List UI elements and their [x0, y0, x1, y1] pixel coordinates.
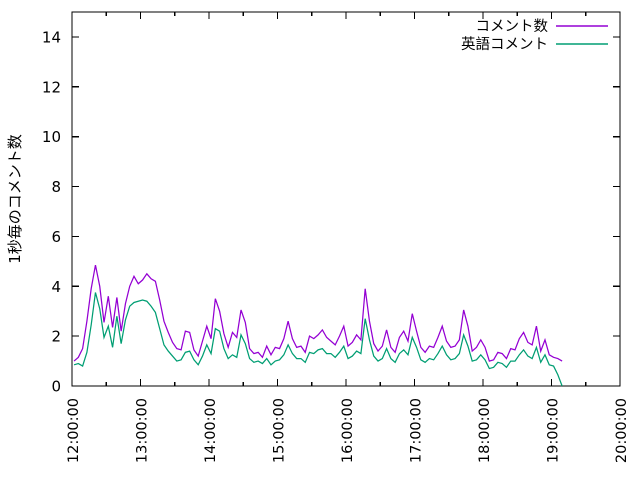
x-tick-label: 19:00:00	[546, 398, 562, 463]
legend-label-comment-count[interactable]: コメント数	[476, 18, 549, 35]
x-tick-label: 17:00:00	[409, 398, 425, 463]
y-tick-label: 0	[51, 378, 61, 396]
y-tick-label: 4	[51, 278, 61, 296]
legend-label-english-comment[interactable]: 英語コメント	[461, 35, 548, 53]
x-axis: 12:00:00 13:00:00 14:00:00 15:00:00 16:00:00…	[66, 12, 630, 463]
x-tick-label: 16:00:00	[340, 398, 356, 463]
y-tick-label: 10	[42, 128, 61, 146]
x-tick-label: 13:00:00	[135, 398, 151, 463]
y-tick-label: 12	[42, 78, 61, 96]
x-tick-label: 14:00:00	[203, 398, 219, 463]
y-axis: 0 2 4 6 8 10 12 14	[42, 28, 620, 396]
y-tick-label: 14	[42, 28, 61, 46]
x-tick-label: 12:00:00	[66, 398, 82, 463]
y-tick-label: 6	[51, 228, 61, 246]
series-lines	[73, 264, 563, 387]
y-tick-label: 2	[51, 328, 61, 346]
series-line-english-comment	[73, 292, 563, 387]
series-line-comment-count	[73, 264, 563, 362]
x-tick-label: 18:00:00	[477, 398, 493, 463]
y-axis-title: 1秒毎のコメント数	[6, 134, 24, 264]
x-tick-label: 20:00:00	[614, 398, 630, 463]
x-tick-label: 15:00:00	[272, 398, 288, 463]
y-tick-label: 8	[51, 178, 61, 196]
